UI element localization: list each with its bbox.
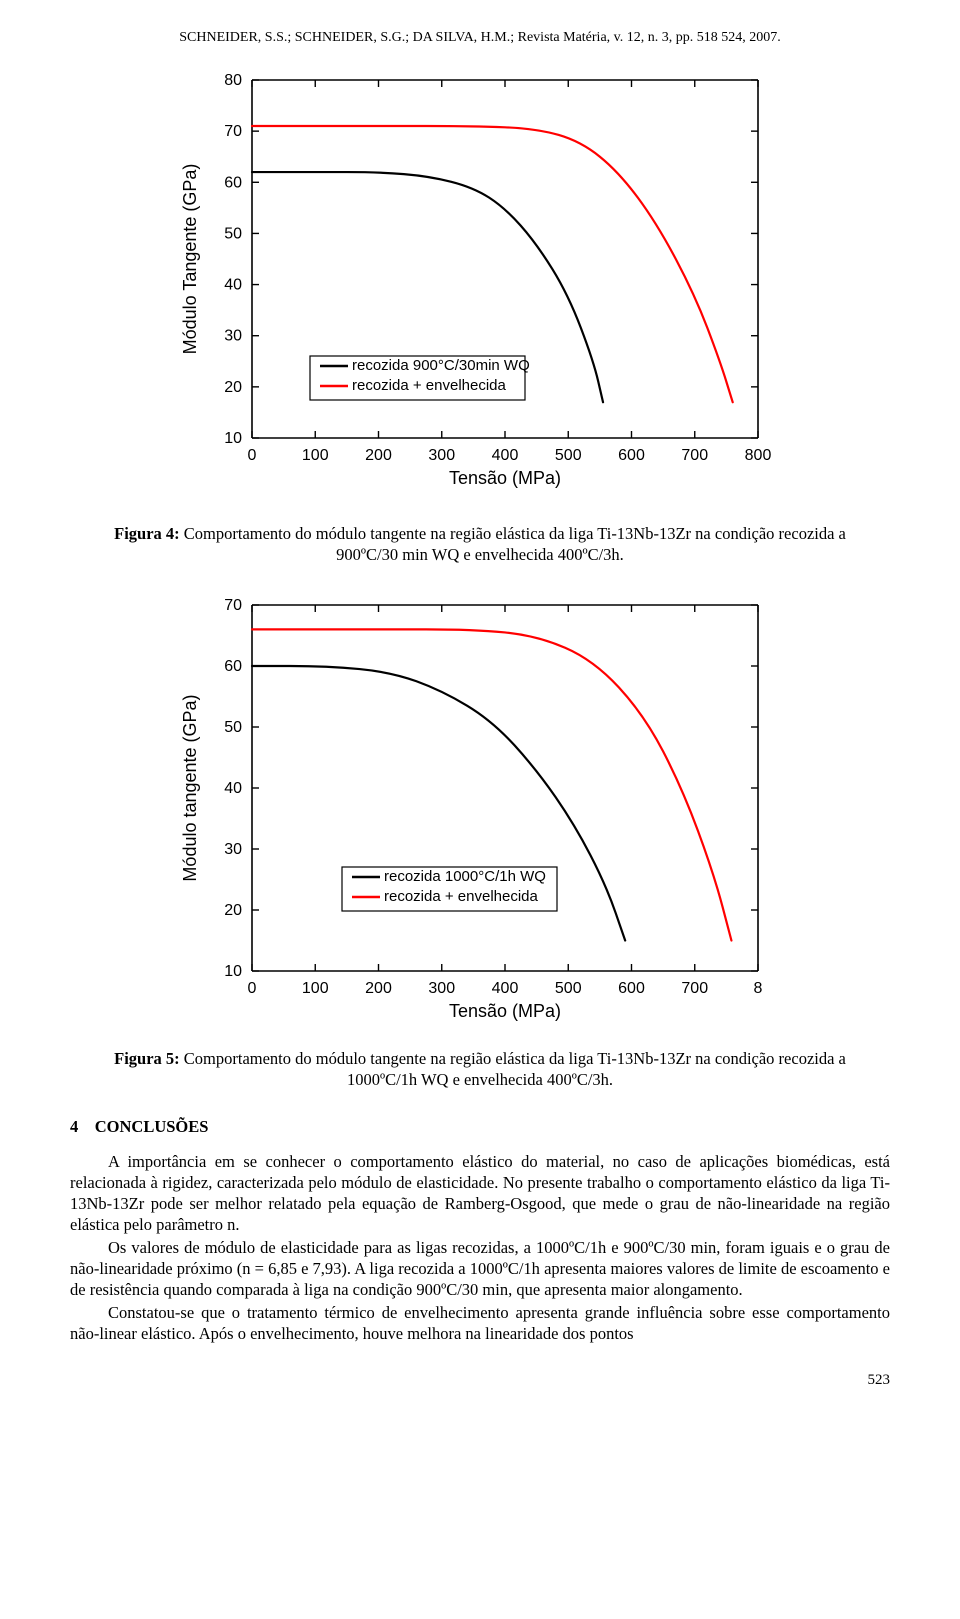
figure-4: 1020304050607080010020030040050060070080…	[70, 66, 890, 506]
svg-text:60: 60	[224, 658, 242, 675]
figure-4-svg: 1020304050607080010020030040050060070080…	[160, 66, 800, 506]
svg-text:500: 500	[555, 447, 582, 464]
svg-text:recozida 1000°C/1h WQ: recozida 1000°C/1h WQ	[384, 868, 546, 885]
svg-text:40: 40	[224, 780, 242, 797]
svg-text:70: 70	[224, 597, 242, 614]
svg-text:Módulo Tangente (GPa): Módulo Tangente (GPa)	[180, 164, 200, 355]
figure-5-caption: Figura 5: Comportamento do módulo tangen…	[90, 1049, 870, 1090]
paragraph: Constatou-se que o tratamento térmico de…	[70, 1302, 890, 1344]
figure-5: 1020304050607001002003004005006007008Ten…	[70, 591, 890, 1031]
svg-text:recozida 900°C/30min WQ: recozida 900°C/30min WQ	[352, 357, 530, 374]
svg-text:100: 100	[302, 447, 329, 464]
svg-text:30: 30	[224, 841, 242, 858]
svg-text:Tensão (MPa): Tensão (MPa)	[449, 1001, 561, 1021]
svg-text:Módulo tangente (GPa): Módulo tangente (GPa)	[180, 695, 200, 882]
svg-text:Tensão (MPa): Tensão (MPa)	[449, 468, 561, 488]
svg-text:300: 300	[428, 980, 455, 997]
svg-text:50: 50	[224, 225, 242, 242]
svg-text:10: 10	[224, 963, 242, 980]
running-header: SCHNEIDER, S.S.; SCHNEIDER, S.G.; DA SIL…	[70, 30, 890, 46]
svg-text:30: 30	[224, 328, 242, 345]
svg-text:400: 400	[492, 980, 519, 997]
caption-5-text: Comportamento do módulo tangente na regi…	[180, 1049, 846, 1089]
section-heading: 4 CONCLUSÕES	[70, 1117, 890, 1137]
svg-text:recozida + envelhecida: recozida + envelhecida	[384, 888, 539, 905]
caption-5-label: Figura 5:	[114, 1049, 180, 1068]
svg-text:20: 20	[224, 902, 242, 919]
svg-text:600: 600	[618, 447, 645, 464]
svg-text:70: 70	[224, 123, 242, 140]
svg-text:50: 50	[224, 719, 242, 736]
svg-text:400: 400	[492, 447, 519, 464]
paragraph: A importância em se conhecer o comportam…	[70, 1151, 890, 1235]
caption-4-label: Figura 4:	[114, 524, 180, 543]
figure-4-caption: Figura 4: Comportamento do módulo tangen…	[90, 524, 870, 565]
svg-text:200: 200	[365, 447, 392, 464]
svg-text:100: 100	[302, 980, 329, 997]
svg-text:0: 0	[248, 447, 257, 464]
svg-text:40: 40	[224, 277, 242, 294]
svg-text:700: 700	[681, 447, 708, 464]
paragraph: Os valores de módulo de elasticidade par…	[70, 1237, 890, 1300]
svg-text:80: 80	[224, 72, 242, 89]
svg-text:800: 800	[745, 447, 772, 464]
svg-text:10: 10	[224, 430, 242, 447]
svg-text:700: 700	[681, 980, 708, 997]
caption-4-text: Comportamento do módulo tangente na regi…	[180, 524, 846, 564]
svg-text:recozida + envelhecida: recozida + envelhecida	[352, 377, 507, 394]
section-number: 4	[70, 1117, 78, 1136]
svg-text:200: 200	[365, 980, 392, 997]
svg-text:500: 500	[555, 980, 582, 997]
svg-text:60: 60	[224, 174, 242, 191]
svg-text:300: 300	[428, 447, 455, 464]
figure-5-svg: 1020304050607001002003004005006007008Ten…	[160, 591, 800, 1031]
section-title: CONCLUSÕES	[95, 1117, 209, 1136]
svg-text:8: 8	[754, 980, 763, 997]
svg-text:0: 0	[248, 980, 257, 997]
svg-text:20: 20	[224, 379, 242, 396]
page-number: 523	[70, 1372, 890, 1389]
svg-text:600: 600	[618, 980, 645, 997]
